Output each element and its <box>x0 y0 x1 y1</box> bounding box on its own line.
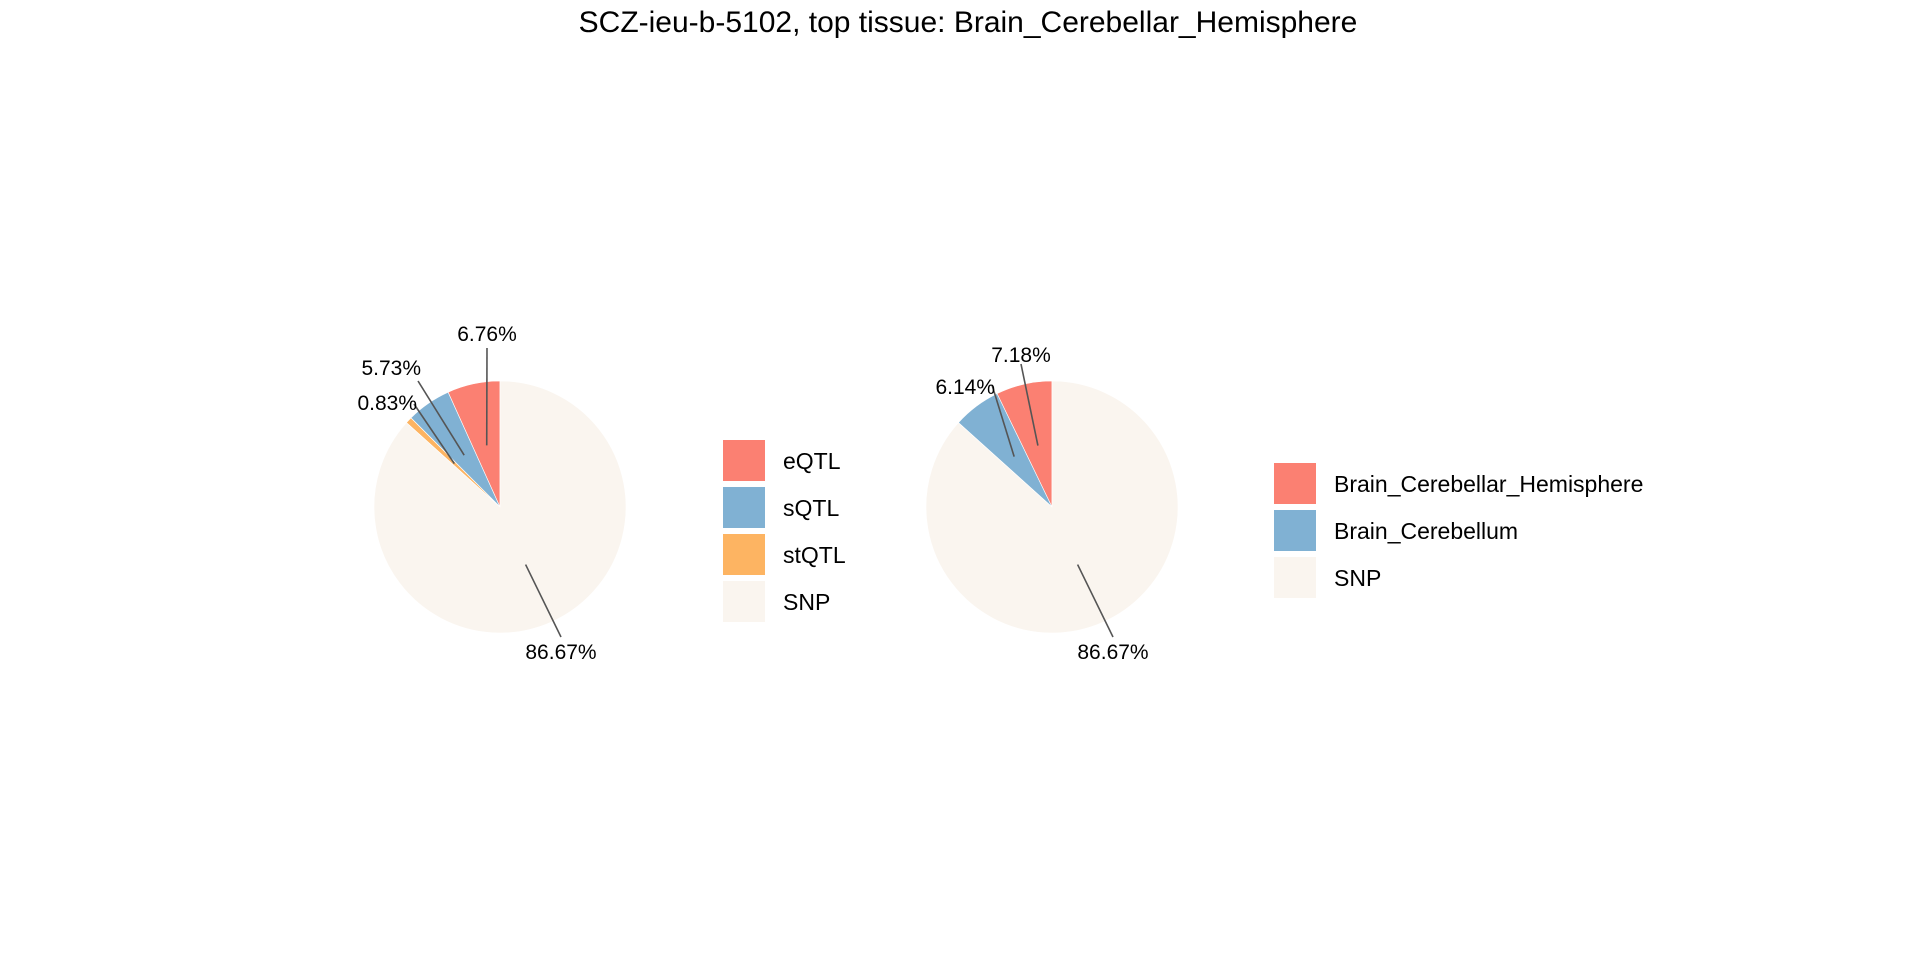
pie-right-label-brain-cerebellar-hemisphere: 7.18% <box>991 344 1051 367</box>
legend-left-label-eqtl: eQTL <box>783 448 841 474</box>
legend-right-swatch-brain-cerebellum <box>1274 510 1316 551</box>
legend-left-swatch-stqtl <box>723 534 765 575</box>
pie-right-slice-snp <box>925 380 1179 634</box>
legend-left-label-stqtl: stQTL <box>783 542 846 568</box>
legend-left-swatch-sqtl <box>723 487 765 528</box>
legend-right-label-brain-cerebellar-hemisphere: Brain_Cerebellar_Hemisphere <box>1334 471 1643 497</box>
legend-left-swatch-eqtl <box>723 440 765 481</box>
legend-right-swatch-snp <box>1274 557 1316 598</box>
legend-left: eQTL sQTL stQTL SNP <box>723 440 846 622</box>
pie-chart-left: 6.76% 5.73% 0.83% 86.67% <box>357 323 627 664</box>
legend-right-label-brain-cerebellum: Brain_Cerebellum <box>1334 518 1518 544</box>
pie-left-label-stqtl: 0.83% <box>357 392 417 415</box>
pie-right-leader-snp <box>1076 564 1114 638</box>
pie-right-label-snp: 86.67% <box>1077 641 1148 664</box>
legend-left-label-sqtl: sQTL <box>783 495 839 521</box>
pie-right-leader-brain-cerebellar-hemisphere <box>1020 363 1039 446</box>
pie-left-label-sqtl: 5.73% <box>361 357 421 380</box>
pie-right-leader-brain-cerebellum <box>991 384 1015 457</box>
pie-left-slice-snp <box>373 380 627 634</box>
legend-right-label-snp: SNP <box>1334 565 1381 591</box>
legend-left-label-snp: SNP <box>783 589 830 615</box>
pie-left-leader-sqtl <box>417 380 465 456</box>
legend-left-swatch-snp <box>723 581 765 622</box>
legend-right: Brain_Cerebellar_Hemisphere Brain_Cerebel… <box>1274 463 1643 598</box>
pie-left-label-snp: 86.67% <box>525 641 596 664</box>
pie-left-label-eqtl: 6.76% <box>457 323 517 346</box>
legend-right-swatch-brain-cerebellar-hemisphere <box>1274 463 1316 504</box>
pie-right-label-brain-cerebellum: 6.14% <box>935 376 995 399</box>
pie-left-leader-snp <box>524 564 562 638</box>
pie-left-leader-stqtl <box>413 403 455 465</box>
pie-chart-right: 7.18% 6.14% 86.67% <box>925 344 1179 664</box>
chart-title: SCZ-ieu-b-5102, top tissue: Brain_Cerebe… <box>579 6 1358 39</box>
